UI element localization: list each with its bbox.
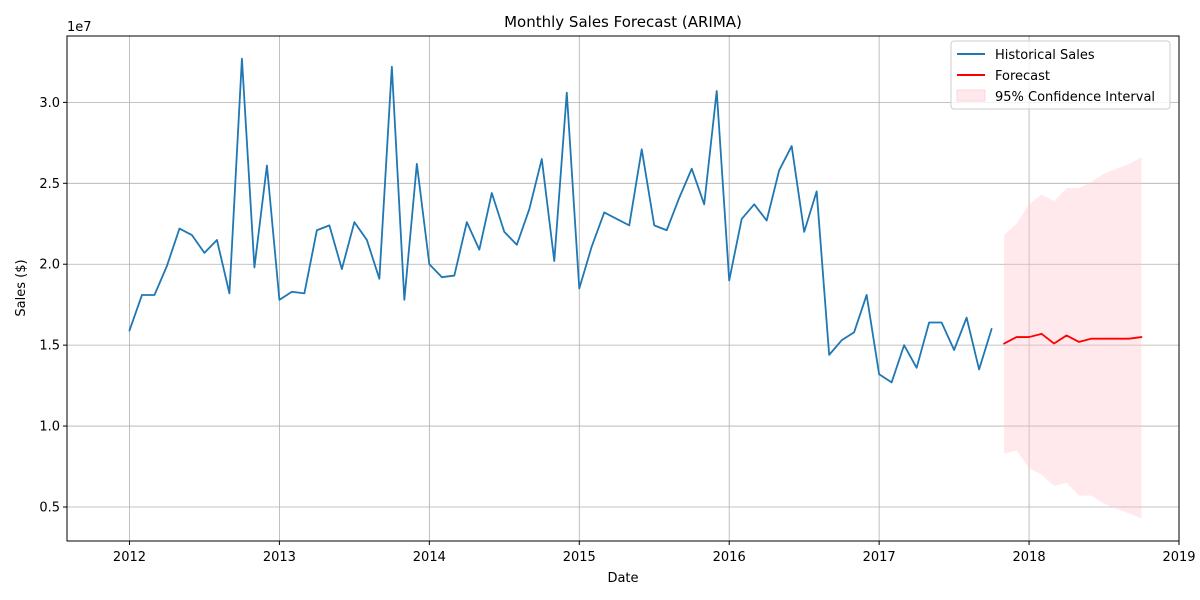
legend-label-confidence: 95% Confidence Interval [995, 90, 1155, 105]
y-tick-label: 2.0 [39, 258, 60, 273]
x-tick-label: 2012 [113, 550, 146, 565]
forecast-line [1003, 332, 1143, 345]
legend-frame [950, 40, 1171, 110]
x-tick-label: 2014 [413, 550, 446, 565]
legend-swatch-confidence [956, 89, 986, 102]
chart-title: Monthly Sales Forecast (ARIMA) [504, 13, 742, 31]
y-tick-label: 1.0 [39, 420, 60, 435]
y-tick-label: 1.5 [39, 339, 60, 354]
y-axis-title: Sales ($) [14, 259, 29, 316]
y-tick-label: 3.0 [39, 96, 60, 111]
legend-label-historical: Historical Sales [995, 48, 1095, 63]
plot-frame [66, 35, 1180, 542]
legend-label-forecast: Forecast [995, 69, 1050, 84]
tick-layer: 0.5 1.0 1.5 2.0 2.5 3.0 2012 2013 2014 2015 2016 20… [39, 96, 1195, 565]
historical-sales-line [128, 57, 993, 384]
x-tick-label: 2019 [1162, 550, 1195, 565]
y-tick-label: 2.5 [39, 177, 60, 192]
x-tick-label: 2018 [1013, 550, 1046, 565]
series-layer [128, 57, 1143, 384]
y-tick-label: 0.5 [39, 501, 60, 516]
x-tick-label: 2015 [563, 550, 596, 565]
y-offset-label: 1e7 [67, 20, 92, 35]
x-tick-label: 2016 [713, 550, 746, 565]
x-axis-title: Date [607, 571, 638, 586]
x-tick-label: 2013 [263, 550, 296, 565]
x-tick-label: 2017 [863, 550, 896, 565]
legend: Historical Sales Forecast 95% Confidence… [950, 40, 1171, 110]
